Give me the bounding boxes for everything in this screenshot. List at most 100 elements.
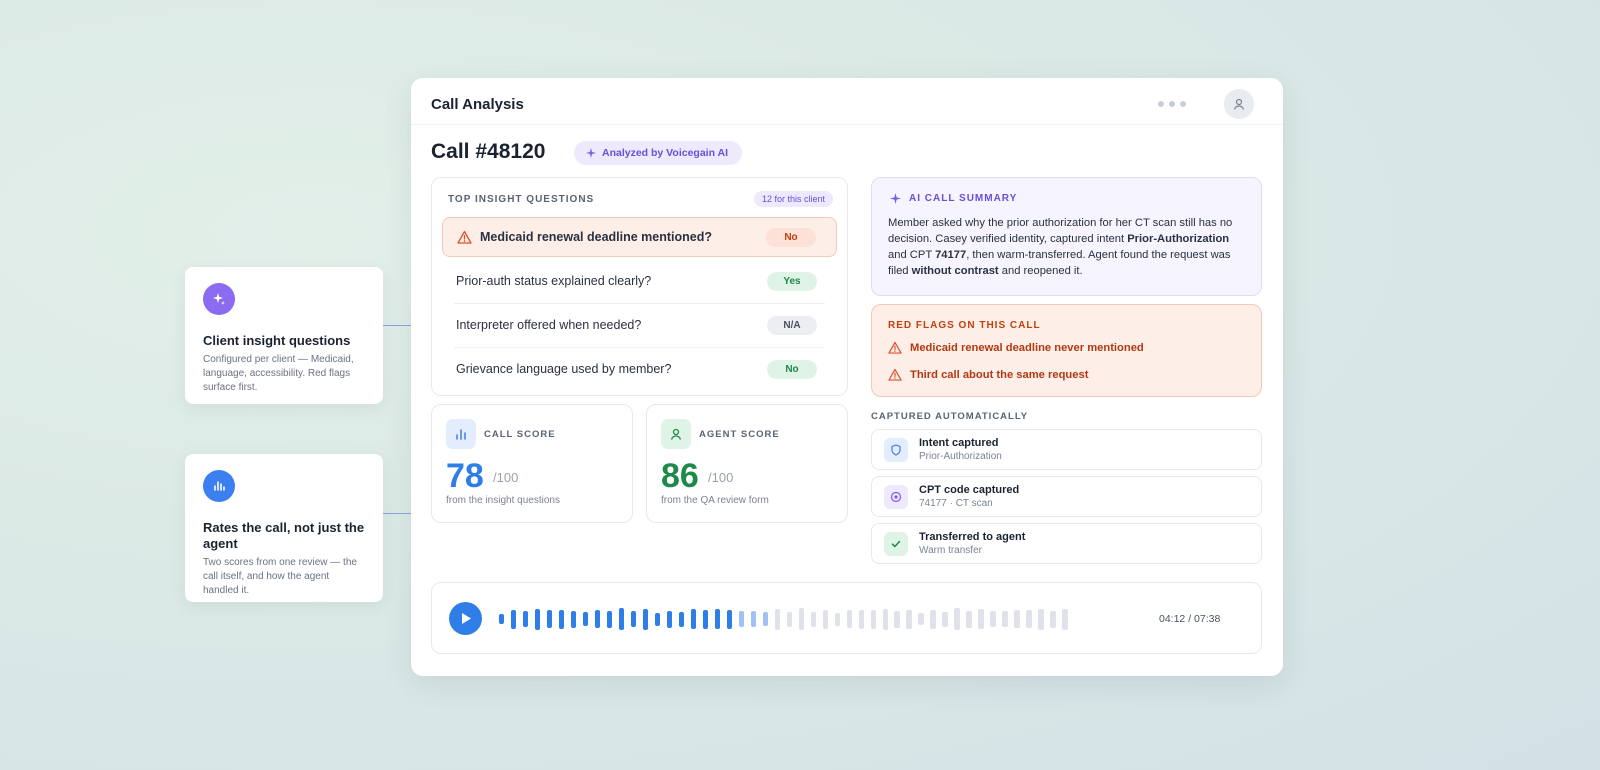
summary-fragment: , then warm-transferred. Agent found the… bbox=[888, 249, 1234, 277]
insights-panel: TOP INSIGHT QUESTIONS 12 for this client… bbox=[431, 177, 848, 396]
wave-bar bbox=[534, 608, 541, 630]
captured-item: CPT code captured 74177 · CT scan bbox=[871, 476, 1262, 517]
callout: Client insight questions Configured per … bbox=[185, 267, 383, 404]
callout-title: Client insight questions bbox=[203, 333, 351, 348]
ai-badge: Analyzed by Voicegain AI bbox=[574, 141, 743, 165]
wave-bar bbox=[726, 609, 732, 629]
wave-bar bbox=[1026, 610, 1032, 628]
wave-bar bbox=[690, 609, 697, 629]
wave-bar bbox=[499, 614, 505, 624]
wave-bar bbox=[546, 610, 553, 628]
wave-bar bbox=[978, 609, 984, 629]
score-max: /100 bbox=[708, 470, 734, 485]
wave-bar bbox=[894, 610, 900, 628]
red-flag: Medicaid renewal deadline never mentione… bbox=[888, 341, 1144, 354]
wave-bar bbox=[570, 610, 577, 628]
wave-bar bbox=[1014, 610, 1020, 628]
menu-dots[interactable] bbox=[1158, 101, 1186, 107]
captured-item-detail: 74177 · CT scan bbox=[919, 498, 993, 509]
insight-answer: Yes bbox=[767, 271, 817, 291]
wave-bar bbox=[810, 611, 816, 627]
audio-player: 04:12 / 07:38 bbox=[431, 582, 1262, 654]
wave-bar bbox=[558, 609, 565, 629]
connector bbox=[383, 325, 411, 326]
callout-text: Configured per client — Medicaid, langua… bbox=[203, 354, 354, 393]
wave-bar bbox=[930, 609, 936, 629]
score-value: 78 bbox=[446, 457, 484, 495]
wave-bar bbox=[594, 610, 601, 628]
row-divider bbox=[454, 347, 825, 348]
divider bbox=[411, 124, 1283, 125]
insight-row: Medicaid renewal deadline mentioned? No bbox=[442, 217, 837, 257]
wave-bar bbox=[654, 612, 661, 626]
wave-bar bbox=[582, 612, 589, 626]
wave-bar bbox=[510, 609, 517, 629]
insights-count: 12 for this client bbox=[753, 191, 833, 207]
player-time: 04:12 / 07:38 bbox=[1159, 613, 1221, 625]
score-card: AGENT SCORE 86 /100 from the QA review f… bbox=[646, 404, 848, 523]
wave-bar bbox=[606, 610, 613, 628]
wave-bar bbox=[858, 609, 864, 629]
insight-answer: No bbox=[766, 227, 816, 247]
header-title: Call Analysis bbox=[431, 96, 524, 113]
summary-panel: AI CALL SUMMARY Member asked why the pri… bbox=[871, 177, 1262, 296]
captured-item-detail: Warm transfer bbox=[919, 545, 982, 556]
summary-title: AI CALL SUMMARY bbox=[909, 193, 1018, 204]
summary-emphasis: Prior-Authorization bbox=[1127, 233, 1230, 245]
wave-bar bbox=[906, 609, 912, 629]
summary-emphasis: 74177 bbox=[935, 249, 967, 261]
summary-fragment: and reopened it. bbox=[998, 265, 1083, 277]
wave-bar bbox=[786, 611, 792, 627]
wave-bar bbox=[1050, 610, 1056, 628]
insight-question: Prior-auth status explained clearly? bbox=[456, 274, 652, 288]
wave-bar bbox=[714, 609, 721, 629]
red-flags-title: RED FLAGS ON THIS CALL bbox=[888, 320, 1041, 331]
wave-bar bbox=[522, 611, 529, 627]
red-flag: Third call about the same request bbox=[888, 368, 1088, 381]
captured-item: Transferred to agent Warm transfer bbox=[871, 523, 1262, 564]
insight-row: Interpreter offered when needed? N/A bbox=[442, 305, 837, 345]
wave-bar bbox=[822, 609, 828, 629]
wave-bar bbox=[678, 611, 685, 627]
captured-icon bbox=[884, 531, 908, 556]
waveform[interactable] bbox=[499, 597, 1068, 641]
wave-bar bbox=[702, 609, 709, 629]
wave-bar bbox=[1002, 611, 1008, 627]
score-icon bbox=[446, 419, 476, 449]
callout-icon bbox=[203, 470, 235, 502]
insight-answer: No bbox=[767, 359, 817, 379]
score-label: CALL SCORE bbox=[484, 429, 556, 440]
insight-question: Medicaid renewal deadline mentioned? bbox=[480, 230, 712, 244]
avatar[interactable] bbox=[1224, 89, 1254, 119]
wave-bar bbox=[966, 610, 972, 628]
wave-bar bbox=[834, 612, 840, 626]
callout-text: Two scores from one review — the call it… bbox=[203, 557, 357, 596]
captured-item-title: Intent captured bbox=[919, 437, 999, 449]
wave-bar bbox=[1062, 608, 1068, 630]
call-title: Call #48120 bbox=[431, 140, 546, 163]
summary-header: AI CALL SUMMARY bbox=[890, 193, 1017, 204]
main-card: Call Analysis Call #48120 Analyzed by Vo… bbox=[411, 78, 1283, 676]
wave-bar bbox=[774, 608, 780, 630]
wave-bar bbox=[1038, 608, 1044, 630]
insight-row: Grievance language used by member? No bbox=[442, 349, 837, 389]
score-card: CALL SCORE 78 /100 from the insight ques… bbox=[431, 404, 633, 523]
wave-bar bbox=[954, 608, 960, 630]
insight-question: Interpreter offered when needed? bbox=[456, 318, 642, 332]
wave-bar bbox=[642, 608, 649, 630]
play-button[interactable] bbox=[449, 602, 482, 635]
red-flag-text: Third call about the same request bbox=[910, 368, 1089, 381]
wave-bar bbox=[666, 610, 673, 628]
summary-emphasis: without contrast bbox=[911, 265, 999, 277]
score-max: /100 bbox=[493, 470, 519, 485]
callout-title: Rates the call, not just the agent bbox=[203, 520, 365, 551]
wave-bar bbox=[618, 608, 625, 630]
wave-bar bbox=[870, 609, 876, 629]
summary-fragment: and CPT bbox=[888, 233, 1233, 261]
captured-item: Intent captured Prior-Authorization bbox=[871, 429, 1262, 470]
row-divider bbox=[454, 303, 825, 304]
wave-bar bbox=[918, 613, 924, 625]
callout: Rates the call, not just the agent Two s… bbox=[185, 454, 383, 602]
summary-text: Member asked why the prior authorization… bbox=[888, 215, 1245, 279]
